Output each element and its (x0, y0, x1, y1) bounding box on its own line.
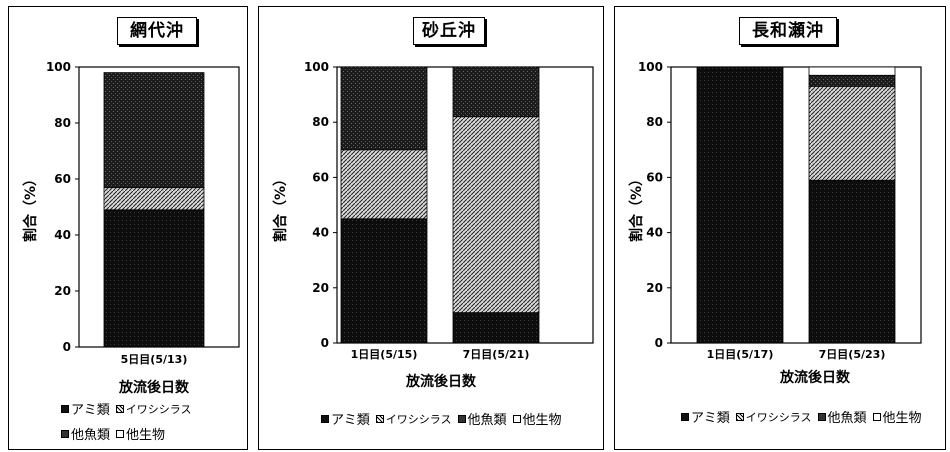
x-category-label: 7日目(5/21) (463, 348, 530, 361)
bar-segment-ami (808, 179, 896, 344)
legend-item-ami: アミ類 (681, 407, 730, 426)
y-axis-label: 割合（%） (629, 171, 645, 243)
legend-swatch (61, 429, 69, 438)
chart-panel-nagawase: 長和瀬沖 0 20 40 60 80 100 1日目(5/17) 7日目(5/23) 割合（%… (614, 6, 946, 450)
y-tick-label: 0 (63, 340, 71, 354)
legend-item-other-fish: 他魚類 (61, 424, 110, 443)
bar-segment-iwashi (808, 85, 896, 181)
bar-segment-iwashi (452, 116, 540, 314)
legend-swatch (375, 414, 384, 423)
legend: アミ類 イワシシラス 他魚類 他生物 (321, 409, 601, 428)
legend-swatch (116, 429, 125, 438)
y-tick-label: 100 (304, 60, 329, 74)
x-axis-title: 放流後日数 (406, 374, 476, 390)
legend-swatch (61, 404, 69, 413)
y-tick-label: 20 (54, 284, 71, 298)
x-axis-title: 放流後日数 (119, 380, 189, 396)
chart-title: 長和瀬沖 (739, 17, 837, 45)
legend-label: アミ類 (71, 403, 110, 418)
legend-label: アミ類 (691, 411, 730, 426)
legend-label: イワシシラス (745, 410, 812, 424)
legend-label: 他生物 (522, 413, 562, 428)
legend-swatch (512, 414, 521, 423)
x-category-label: 5日目(5/13) (121, 353, 188, 366)
y-tick-label: 80 (54, 116, 71, 130)
y-tick-label: 100 (638, 60, 663, 74)
bar-segment-iwashi (103, 186, 205, 211)
y-tick-label: 60 (646, 170, 663, 184)
legend: アミ類 イワシシラス 他魚類 他生物 (681, 407, 943, 426)
y-tick-label: 20 (312, 281, 329, 295)
legend: アミ類 イワシシラス 他魚類 他生物 (61, 399, 241, 443)
legend-item-iwashi: イワシシラス (735, 409, 812, 425)
y-tick-label: 60 (312, 170, 329, 184)
legend-item-ami: アミ類 (321, 409, 370, 428)
bar-segment-ami (340, 218, 428, 344)
bar-segment-iwashi (340, 149, 428, 220)
chart-title: 砂丘沖 (413, 17, 485, 45)
y-tick-label: 40 (312, 226, 329, 240)
chart-panel-ajiro: 網代沖 0 20 40 60 80 100 5日目(5/13) 割合（%） 放流後日数 アミ… (8, 6, 248, 450)
y-tick-label: 40 (646, 226, 663, 240)
bar-segment-ami (696, 66, 784, 344)
legend-label: イワシシラス (385, 412, 452, 426)
legend-item-other-fish: 他魚類 (817, 407, 867, 426)
legend-swatch (681, 412, 689, 421)
y-tick-label: 0 (321, 336, 329, 350)
legend-swatch (115, 404, 124, 413)
bar-segment-other-fish (103, 72, 205, 188)
legend-item-ami: アミ類 (61, 399, 110, 418)
legend-swatch (457, 414, 466, 423)
legend-label: 他魚類 (467, 413, 507, 428)
plot-area: 0 20 40 60 80 100 5日目(5/13) (46, 60, 240, 366)
legend-item-other-life: 他生物 (116, 424, 165, 443)
x-category-label: 7日目(5/23) (819, 348, 886, 361)
bar-segment-other-life (808, 66, 896, 76)
legend-item-iwashi: イワシシラス (115, 401, 192, 417)
bar-segment-ami (103, 209, 205, 348)
legend-swatch (872, 412, 881, 421)
plot-area: 0 20 40 60 80 100 1日目(5/17) 7日目(5/23) (638, 60, 922, 361)
y-tick-label: 20 (646, 281, 663, 295)
bar-segment-other-fish (452, 66, 540, 118)
x-category-label: 1日目(5/17) (707, 348, 774, 361)
y-axis-label: 割合（%） (273, 171, 289, 243)
legend-label: 他生物 (126, 428, 166, 443)
plot-area: 0 20 40 60 80 100 1日目(5/15) 7日目(5/21) (304, 60, 594, 361)
legend-label: 他魚類 (827, 411, 867, 426)
y-tick-label: 40 (54, 228, 71, 242)
legend-swatch (321, 414, 329, 423)
legend-label: 他生物 (882, 411, 922, 426)
chart-title: 網代沖 (117, 17, 197, 45)
legend-label: イワシシラス (125, 402, 192, 416)
legend-label: 他魚類 (71, 428, 111, 443)
bar-segment-other-fish (808, 74, 896, 87)
legend-swatch (735, 412, 744, 421)
x-category-label: 1日目(5/15) (351, 348, 418, 361)
legend-label: アミ類 (331, 413, 370, 428)
y-axis-label: 割合（%） (23, 171, 39, 243)
legend-swatch (817, 412, 826, 421)
x-axis-title: 放流後日数 (780, 370, 850, 386)
bar-segment-ami (452, 312, 540, 344)
legend-item-other-fish: 他魚類 (457, 409, 507, 428)
legend-item-iwashi: イワシシラス (375, 411, 452, 427)
y-tick-label: 80 (312, 115, 329, 129)
bar-segment-other-fish (340, 66, 428, 151)
y-tick-label: 80 (646, 115, 663, 129)
y-tick-label: 0 (655, 336, 663, 350)
legend-item-other-life: 他生物 (512, 409, 562, 428)
y-tick-label: 100 (46, 60, 71, 74)
legend-item-other-life: 他生物 (872, 407, 922, 426)
y-tick-label: 60 (54, 172, 71, 186)
chart-panel-sakyu: 砂丘沖 0 20 40 60 80 100 1日目(5/15) 7日目(5/21) 割合（%）… (258, 6, 604, 450)
